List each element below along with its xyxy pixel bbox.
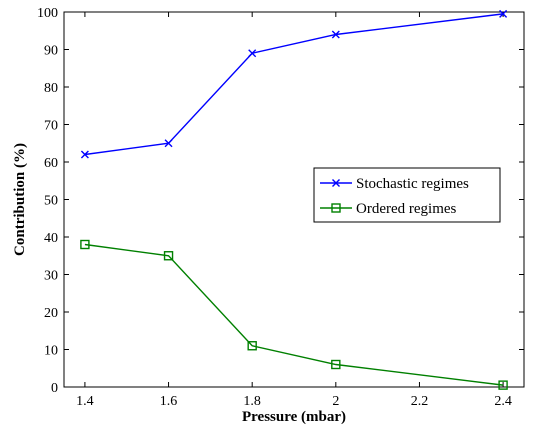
- y-tick-label: 90: [44, 44, 58, 59]
- legend-label-ordered: Ordered regimes: [356, 201, 457, 217]
- data-point: [163, 251, 174, 261]
- x-tick-label: 2.4: [494, 394, 512, 409]
- legend-item-ordered: Ordered regimes: [320, 201, 457, 217]
- legend-marker: [331, 203, 341, 213]
- legend-sample: [320, 203, 352, 213]
- legend-label-stochastic: Stochastic regimes: [356, 176, 469, 192]
- series-ordered: [80, 239, 508, 390]
- series-layer: [80, 9, 508, 390]
- y-axis-ticks: 0 10 20 30 40 50 60 70 80 90 100: [37, 6, 524, 396]
- x-axis-ticks: 1.4 1.6 1.8 2 2.2 2.4: [76, 12, 512, 409]
- y-tick-label: 50: [44, 194, 58, 209]
- x-tick-label: 1.6: [160, 394, 178, 409]
- y-tick-label: 40: [44, 231, 58, 246]
- data-point: [247, 341, 257, 351]
- y-tick-label: 70: [44, 119, 58, 134]
- y-tick-label: 30: [44, 269, 58, 284]
- legend-sample: [320, 179, 352, 187]
- legend-marker: [332, 179, 340, 187]
- legend-item-stochastic: Stochastic regimes: [320, 176, 469, 192]
- data-point: [331, 359, 341, 370]
- y-tick-label: 0: [51, 381, 58, 396]
- data-point: [331, 30, 340, 39]
- legend-box: [313, 167, 501, 223]
- x-tick-label: 1.8: [243, 394, 261, 409]
- series-stochastic: [80, 9, 508, 159]
- data-point: [248, 49, 257, 58]
- data-point: [80, 239, 90, 250]
- x-tick-label: 1.4: [76, 394, 94, 409]
- legend: Stochastic regimes Ordered regimes: [313, 167, 501, 223]
- data-point: [80, 150, 89, 159]
- series-line: [84, 243, 504, 386]
- data-point: [164, 139, 173, 148]
- y-tick-label: 20: [44, 306, 58, 321]
- y-tick-label: 60: [44, 156, 58, 171]
- data-point: [498, 380, 508, 390]
- series-line: [84, 13, 504, 156]
- x-tick-label: 2.2: [411, 394, 429, 409]
- x-axis-title: Pressure (mbar): [242, 409, 346, 425]
- y-tick-label: 10: [44, 344, 58, 359]
- plot-area: 0 10 20 30 40 50 60 70 80 90 100 1.4 1.6 1.8 2 2.2 2.4: [37, 6, 525, 409]
- y-axis-title: Contribution (%): [12, 143, 28, 256]
- x-tick-label: 2: [332, 394, 339, 409]
- data-point: [499, 9, 508, 18]
- y-tick-label: 100: [37, 6, 58, 21]
- y-tick-label: 80: [44, 81, 58, 96]
